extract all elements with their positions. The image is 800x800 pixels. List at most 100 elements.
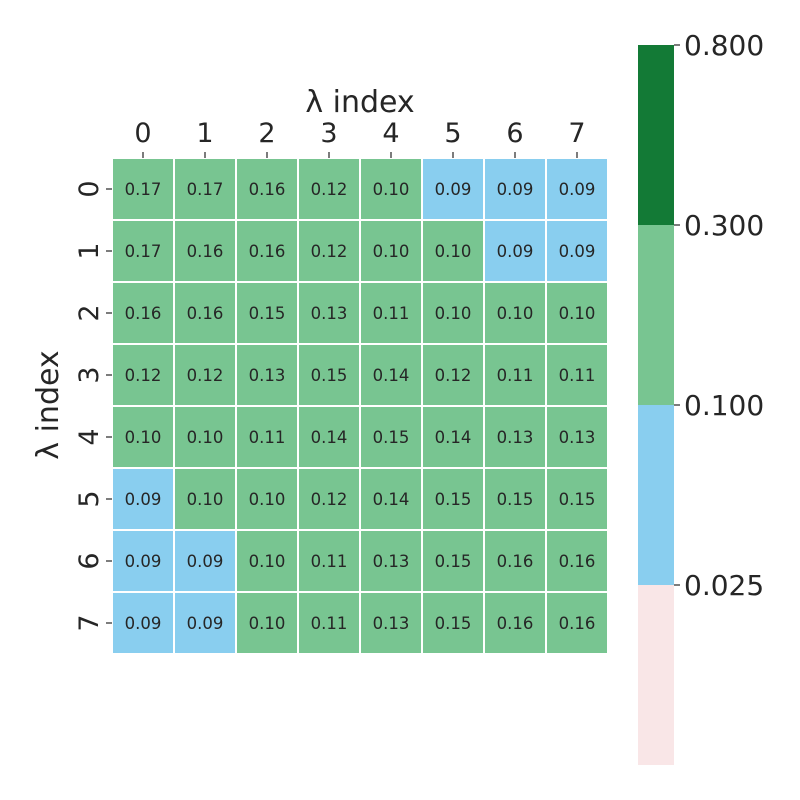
y-tick-label: 6 xyxy=(74,552,105,569)
y-tick-label: 0 xyxy=(74,180,105,197)
heatmap-cell xyxy=(297,591,361,655)
x-tick-label: 7 xyxy=(568,118,585,149)
cell-value-label: 0.10 xyxy=(497,304,534,323)
cell-value-label: 0.10 xyxy=(435,304,472,323)
cell-value-label: 0.14 xyxy=(435,428,472,447)
cell-value-label: 0.11 xyxy=(311,552,348,571)
cell-value-label: 0.12 xyxy=(311,242,348,261)
heatmap-cell xyxy=(483,529,547,593)
y-axis-ticks: 0 1 2 3 4 5 6 7 xyxy=(74,180,112,632)
y-tick-label: 1 xyxy=(74,242,105,259)
cell-value-label: 0.10 xyxy=(373,180,410,199)
y-tick-label: 3 xyxy=(74,366,105,383)
heatmap-cell xyxy=(483,281,547,345)
cell-value-label: 0.10 xyxy=(559,304,596,323)
colorbar-segment xyxy=(638,405,674,585)
cell-value-label: 0.16 xyxy=(249,180,286,199)
heatmap-cell xyxy=(359,591,423,655)
heatmap-cell xyxy=(421,281,485,345)
heatmap-cell xyxy=(545,281,609,345)
heatmap-cell xyxy=(297,405,361,469)
cell-value-label: 0.09 xyxy=(497,242,534,261)
cell-value-label: 0.12 xyxy=(311,180,348,199)
heatmap-cell xyxy=(483,343,547,407)
heatmap-cell xyxy=(235,529,299,593)
cell-value-label: 0.09 xyxy=(187,614,224,633)
cell-value-label: 0.14 xyxy=(311,428,348,447)
heatmap-cell xyxy=(545,529,609,593)
cell-value-label: 0.13 xyxy=(311,304,348,323)
cell-value-label: 0.10 xyxy=(249,490,286,509)
cell-value-label: 0.11 xyxy=(373,304,410,323)
cell-value-label: 0.15 xyxy=(435,614,472,633)
heatmap-cell xyxy=(421,529,485,593)
heatmap-cell-labels: 0.17 0.17 0.16 0.12 0.10 0.09 0.09 0.09 0.17 0.16… xyxy=(125,180,596,633)
cell-value-label: 0.16 xyxy=(559,552,596,571)
cell-value-label: 0.13 xyxy=(497,428,534,447)
heatmap-cell xyxy=(421,591,485,655)
cell-value-label: 0.16 xyxy=(187,304,224,323)
colorbar-tick-label: 0.800 xyxy=(684,29,764,62)
cell-value-label: 0.15 xyxy=(559,490,596,509)
heatmap-cell xyxy=(359,405,423,469)
heatmap-cell xyxy=(421,219,485,283)
x-tick-label: 6 xyxy=(506,118,523,149)
cell-value-label: 0.17 xyxy=(125,180,162,199)
cell-value-label: 0.10 xyxy=(187,428,224,447)
x-tick-label: 0 xyxy=(134,118,151,149)
cell-value-label: 0.16 xyxy=(497,614,534,633)
heatmap-cell xyxy=(359,529,423,593)
cell-value-label: 0.13 xyxy=(373,614,410,633)
cell-value-label: 0.13 xyxy=(249,366,286,385)
cell-value-label: 0.09 xyxy=(435,180,472,199)
colorbar-tick-label: 0.300 xyxy=(684,209,764,242)
y-tick-label: 4 xyxy=(74,428,105,445)
cell-value-label: 0.11 xyxy=(311,614,348,633)
x-axis-title: λ index xyxy=(305,85,414,120)
x-axis-ticks: 0 1 2 3 4 5 6 7 xyxy=(134,118,586,158)
cell-value-label: 0.15 xyxy=(435,552,472,571)
heatmap-cell xyxy=(235,343,299,407)
cell-value-label: 0.09 xyxy=(497,180,534,199)
heatmap-cell xyxy=(173,157,237,221)
cell-value-label: 0.16 xyxy=(187,242,224,261)
cell-value-label: 0.15 xyxy=(435,490,472,509)
x-tick-label: 2 xyxy=(258,118,275,149)
cell-value-label: 0.17 xyxy=(125,242,162,261)
cell-value-label: 0.09 xyxy=(559,180,596,199)
heatmap-cell xyxy=(111,529,175,593)
cell-value-label: 0.13 xyxy=(373,552,410,571)
x-tick-label: 3 xyxy=(320,118,337,149)
cell-value-label: 0.12 xyxy=(125,366,162,385)
cell-value-label: 0.15 xyxy=(497,490,534,509)
heatmap-cell xyxy=(359,467,423,531)
heatmap-cell xyxy=(545,591,609,655)
heatmap-cell xyxy=(545,157,609,221)
cell-value-label: 0.09 xyxy=(187,552,224,571)
cell-value-label: 0.17 xyxy=(187,180,224,199)
cell-value-label: 0.16 xyxy=(125,304,162,323)
cell-value-label: 0.09 xyxy=(125,552,162,571)
heatmap-cell xyxy=(173,467,237,531)
heatmap-cell xyxy=(235,591,299,655)
cell-value-label: 0.10 xyxy=(249,552,286,571)
cell-value-label: 0.15 xyxy=(249,304,286,323)
x-tick-label: 5 xyxy=(444,118,461,149)
cell-value-label: 0.16 xyxy=(559,614,596,633)
heatmap-cell xyxy=(359,281,423,345)
cell-value-label: 0.15 xyxy=(311,366,348,385)
cell-value-label: 0.15 xyxy=(373,428,410,447)
colorbar-segment xyxy=(638,225,674,405)
cell-value-label: 0.11 xyxy=(559,366,596,385)
heatmap-cell xyxy=(173,529,237,593)
cell-value-label: 0.09 xyxy=(125,490,162,509)
cell-value-label: 0.16 xyxy=(497,552,534,571)
heatmap-cell xyxy=(235,281,299,345)
x-tick-label: 1 xyxy=(196,118,213,149)
cell-value-label: 0.11 xyxy=(497,366,534,385)
colorbar-segment xyxy=(638,585,674,765)
colorbar-segment xyxy=(638,45,674,225)
y-tick-label: 2 xyxy=(74,304,105,321)
cell-value-label: 0.14 xyxy=(373,490,410,509)
